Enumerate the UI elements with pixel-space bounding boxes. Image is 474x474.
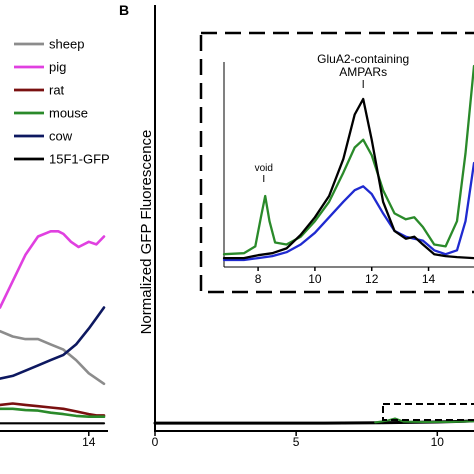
legend-label-sheep: sheep bbox=[49, 37, 84, 52]
panel-a-x-ticks: 14 bbox=[82, 431, 96, 449]
panel-a-x-tick-label: 14 bbox=[82, 435, 96, 449]
panel-b-x-tick-label: 0 bbox=[152, 435, 159, 449]
panel-a-series-mouse bbox=[0, 407, 106, 419]
panel-b-x-tick-label: 5 bbox=[293, 435, 300, 449]
panel-a: sheep pig rat mouse cow 15F1-GFP 14 bbox=[0, 37, 110, 449]
panel-a-series-rat bbox=[0, 402, 106, 417]
inset-frame bbox=[199, 31, 474, 294]
legend-label-mouse: mouse bbox=[49, 106, 88, 121]
inset-plot-area bbox=[222, 64, 474, 262]
inset-x-tick-label: 10 bbox=[308, 272, 322, 286]
legend: sheep pig rat mouse cow 15F1-GFP bbox=[14, 37, 110, 167]
panel-b-x-ticks: 0 5 10 bbox=[152, 431, 445, 449]
panel-b-label: B bbox=[119, 2, 129, 18]
panel-b-y-axis-label: Normalized GFP Fluorescence bbox=[138, 130, 155, 335]
inset-series-cow bbox=[222, 161, 474, 262]
panel-a-series-sheep bbox=[0, 329, 106, 386]
inset-x-tick-label: 8 bbox=[255, 272, 262, 286]
legend-label-15f1-gfp: 15F1-GFP bbox=[49, 152, 110, 167]
inset-series-mouse bbox=[222, 64, 474, 256]
legend-label-cow: cow bbox=[49, 129, 73, 144]
inset-x-ticks: 8 10 12 14 bbox=[255, 267, 436, 286]
ampar-annotation-line-2: AMPARs bbox=[339, 65, 387, 79]
inset-x-tick-label: 12 bbox=[365, 272, 379, 286]
panel-a-series-cow bbox=[0, 306, 106, 380]
void-annotation: void bbox=[255, 163, 273, 174]
ampar-annotation-line-1: GluA2-containing bbox=[317, 52, 409, 66]
legend-label-pig: pig bbox=[49, 60, 66, 75]
panel-a-series-pig bbox=[0, 230, 106, 309]
panel-b-x-tick-label: 10 bbox=[431, 435, 445, 449]
inset-x-tick-label: 14 bbox=[422, 272, 436, 286]
zoom-region-box bbox=[382, 403, 474, 421]
panel-a-plot-area bbox=[0, 230, 106, 425]
inset-series-15f1-gfp bbox=[222, 97, 474, 260]
panel-b: B Normalized GFP Fluorescence 0 5 10 8 10 12… bbox=[119, 2, 474, 449]
legend-label-rat: rat bbox=[49, 83, 65, 98]
